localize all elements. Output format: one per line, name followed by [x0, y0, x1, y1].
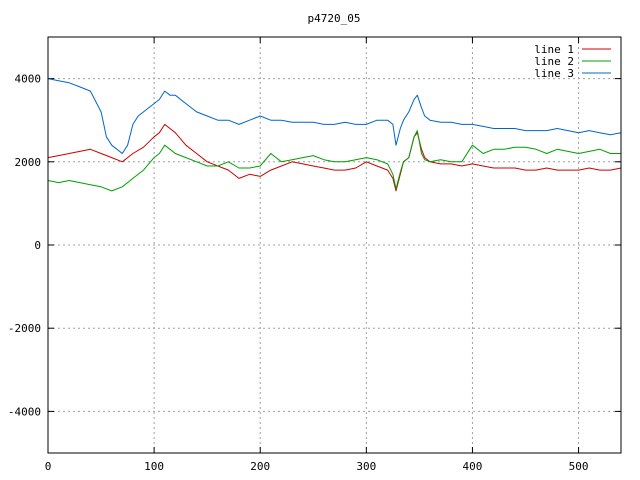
series-line-2 — [47, 130, 621, 192]
chart-title: p4720_05 — [308, 12, 361, 25]
series-line-1 — [47, 123, 622, 192]
y-tick-label: 4000 — [15, 73, 42, 86]
legend-label-3: line 3 — [534, 67, 574, 80]
series-line-3 — [47, 78, 622, 154]
x-tick-label: 200 — [250, 460, 270, 473]
y-tick-label: -4000 — [8, 405, 41, 418]
data-series — [47, 78, 622, 192]
x-tick-label: 300 — [356, 460, 376, 473]
x-tick-label: 0 — [45, 460, 52, 473]
x-tick-label: 400 — [463, 460, 483, 473]
grid-lines — [48, 37, 621, 453]
y-tick-label: -2000 — [8, 322, 41, 335]
y-tick-label: 0 — [34, 239, 41, 252]
x-tick-label: 100 — [144, 460, 164, 473]
legend-label-1: line 1 — [534, 43, 574, 56]
y-tick-label: 2000 — [15, 156, 42, 169]
x-tick-label: 500 — [569, 460, 589, 473]
legend-label-2: line 2 — [534, 55, 574, 68]
axis-ticks: 0 100 200 300 400 500 -4000 -2000 0 2000 4000 — [8, 37, 621, 473]
plot-frame — [47, 36, 622, 454]
